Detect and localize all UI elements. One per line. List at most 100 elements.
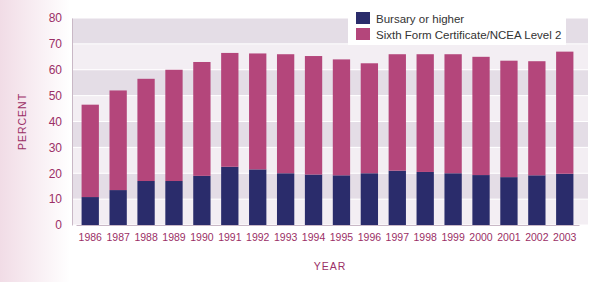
tick: 1989 (162, 225, 186, 243)
tick: 10 (49, 192, 72, 206)
tick: 30 (49, 141, 72, 155)
bar (165, 70, 182, 181)
bar (333, 59, 350, 175)
tick-label: 1991 (218, 231, 242, 243)
tick-label: 1999 (441, 231, 465, 243)
tick: 1998 (414, 225, 438, 243)
tick: 40 (49, 115, 72, 129)
bar (193, 176, 210, 225)
bar (82, 105, 99, 197)
tick-label: 80 (49, 11, 63, 25)
tick: 2000 (469, 225, 493, 243)
bar (556, 52, 573, 174)
tick: 20 (49, 167, 72, 181)
tick: 50 (49, 89, 72, 103)
bar (249, 169, 266, 225)
tick: 2001 (497, 225, 521, 243)
legend-swatch (356, 12, 370, 24)
bar (444, 54, 461, 173)
bar (305, 175, 322, 225)
bar (137, 181, 154, 225)
tick: 1996 (358, 225, 382, 243)
tick: 1999 (441, 225, 465, 243)
bar (361, 63, 378, 173)
bar (472, 57, 489, 175)
grid (72, 18, 588, 225)
bar (389, 171, 406, 225)
tick-label: 1996 (358, 231, 382, 243)
tick-label: 1994 (302, 231, 326, 243)
tick: 1992 (246, 225, 270, 243)
bar (528, 61, 545, 175)
bar (249, 53, 266, 169)
bar (361, 173, 378, 225)
bar (137, 79, 154, 181)
tick: 1990 (190, 225, 214, 243)
bar (444, 173, 461, 225)
legend: Bursary or higher Sixth Form Certificate/… (348, 5, 566, 45)
legend-label: Sixth Form Certificate/NCEA Level 2 (376, 29, 561, 41)
tick-label: 50 (49, 89, 63, 103)
tick: 1995 (330, 225, 354, 243)
tick: 0 (55, 218, 72, 232)
tick: 1987 (106, 225, 130, 243)
tick-label: 1988 (134, 231, 158, 243)
bar (109, 90, 126, 190)
bar (389, 54, 406, 170)
bar (417, 172, 434, 225)
tick-label: 20 (49, 167, 63, 181)
tick-label: 2001 (497, 231, 521, 243)
tick-label: 40 (49, 115, 63, 129)
legend-box (348, 5, 566, 45)
tick: 1997 (386, 225, 410, 243)
tick-label: 2003 (553, 231, 577, 243)
tick: 1991 (218, 225, 242, 243)
bar (165, 181, 182, 225)
axis-line (77, 225, 580, 226)
tick-label: 1992 (246, 231, 270, 243)
bar (556, 174, 573, 225)
bar (277, 173, 294, 225)
bar (82, 197, 99, 225)
tick: 1994 (302, 225, 326, 243)
bar (109, 190, 126, 225)
tick-label: 30 (49, 141, 63, 155)
bar (417, 54, 434, 172)
tick-label: 2000 (469, 231, 493, 243)
series-1 (82, 52, 574, 197)
x-axis: 19861987 1988 1989 1990 1991 1992 1993 1994 1995… (77, 225, 580, 243)
tick: 60 (49, 63, 72, 77)
y-axis: 0 10 20 30 40 50 60 70 80 (49, 11, 73, 232)
x-axis-title: YEAR (314, 260, 347, 272)
tick: 1986 (79, 225, 103, 243)
tick-label: 0 (55, 218, 62, 232)
series-0 (82, 167, 574, 225)
tick-label: 1990 (190, 231, 214, 243)
tick: 2003 (553, 225, 577, 243)
bar (500, 177, 517, 225)
bar (305, 56, 322, 175)
axis-line (72, 19, 73, 226)
tick-label: 70 (49, 37, 63, 51)
tick-label: 1997 (386, 231, 410, 243)
tick-label: 1995 (330, 231, 354, 243)
y-axis-title: PERCENT (16, 93, 28, 150)
tick-label: 10 (49, 192, 63, 206)
background (0, 0, 70, 282)
bar (472, 175, 489, 225)
tick: 1993 (274, 225, 298, 243)
tick-label: 1993 (274, 231, 298, 243)
tick: 1988 (134, 225, 158, 243)
tick-label: 1986 (79, 231, 103, 243)
tick-label: 1987 (106, 231, 130, 243)
legend-swatch (356, 28, 370, 40)
legend-label: Bursary or higher (376, 13, 464, 25)
bar (528, 175, 545, 225)
bar (500, 61, 517, 177)
tick: 80 (49, 11, 72, 25)
bar (221, 53, 238, 167)
bar (333, 175, 350, 225)
tick-label: 60 (49, 63, 63, 77)
bar (277, 54, 294, 173)
bar (193, 62, 210, 176)
